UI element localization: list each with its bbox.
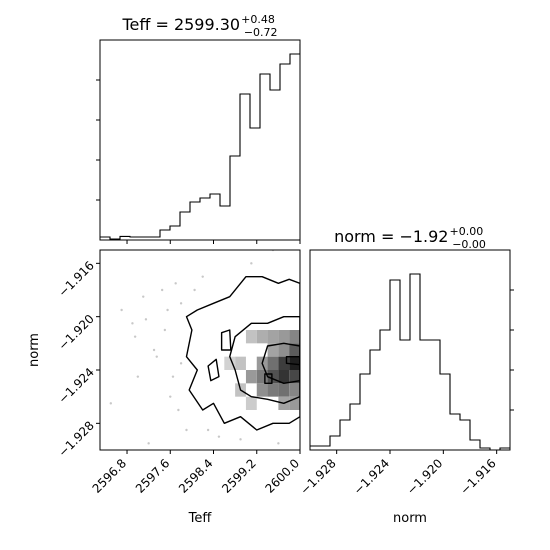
density-cell-16	[235, 356, 246, 370]
teff-histogram-steps	[100, 44, 300, 240]
scatter-point-2	[131, 322, 134, 325]
density-cell-15	[289, 383, 300, 397]
teff-histogram-ticks	[96, 79, 301, 244]
density-cell-0	[267, 343, 279, 357]
norm-ytick-label-3: −1.928	[56, 418, 97, 459]
scatter-point-24	[144, 318, 148, 321]
scatter-point-15	[155, 355, 158, 358]
density-cell-1	[278, 343, 290, 357]
density-cell-7	[256, 370, 268, 384]
teff-norm-2d-plot	[109, 250, 300, 445]
norm-ytick-label-1: −1.920	[56, 312, 97, 353]
scatter-point-7	[174, 282, 177, 285]
scatter-point-22	[239, 438, 242, 441]
scatter-point-13	[201, 275, 204, 278]
density-cell-2	[289, 343, 300, 357]
norm-ytick-label-2: −1.924	[56, 365, 97, 406]
scatter-point-17	[133, 335, 137, 338]
norm-histogram-ticks: −1.928 −1.924 −1.920 −1.916	[297, 289, 514, 498]
density-cell-18	[256, 330, 268, 344]
density-cell-12	[256, 383, 268, 397]
scatter-point-9	[147, 442, 150, 445]
density-cell-20	[278, 330, 290, 344]
teff-norm-2d-panel: 2596.8 2597.6 2598.4 2599.2 2600.0 −1.916 −1.9…	[27, 249, 302, 526]
norm-title-sub: −0.00	[452, 238, 486, 251]
scatter-point-12	[185, 428, 188, 432]
scatter-point-16	[166, 308, 169, 312]
density-cell-26	[245, 396, 257, 410]
teff-title-sub: −0.72	[244, 26, 278, 39]
scatter-point-1	[120, 308, 123, 312]
scatter-point-0	[109, 402, 113, 405]
contour-6	[207, 358, 220, 382]
norm-axis-label-y: norm	[27, 333, 42, 367]
scatter-point-25	[171, 375, 175, 378]
density-cell-4	[267, 356, 279, 370]
teff-xtick-label-2: 2598.4	[176, 456, 216, 496]
scatter-point-4	[152, 348, 156, 352]
norm-title-sup: +0.00	[449, 225, 483, 238]
teff-histogram-panel: Teff = 2599.30+0.48 −0.72	[96, 13, 301, 244]
density-cell-17	[245, 330, 257, 344]
norm-histogram-plot	[310, 273, 510, 450]
scatter-point-3	[142, 295, 145, 298]
density-cell-19	[267, 330, 279, 344]
norm-ytick-label-0: −1.916	[56, 258, 97, 299]
teff-axis-label: Teff	[188, 511, 213, 526]
density-cell-25	[224, 356, 236, 370]
scatter-point-23	[277, 442, 280, 445]
scatter-point-27	[179, 302, 183, 305]
teff-xtick-label-3: 2599.2	[219, 456, 259, 496]
contour-4	[264, 373, 273, 385]
scatter-point-11	[160, 288, 164, 292]
teff-histogram-frame	[99, 39, 301, 241]
norm-hist-xtick-label-1: −1.924	[351, 456, 392, 497]
teff-title-sup: +0.48	[241, 13, 275, 26]
teff-histogram-title: Teff = 2599.30+0.48 −0.72	[121, 13, 277, 39]
norm-title-main: norm = −1.92	[334, 227, 448, 246]
teff-xtick-label-0: 2596.8	[90, 456, 130, 496]
density-cell-21	[289, 330, 300, 344]
scatter-point-20	[250, 262, 253, 265]
teff-xtick-label-1: 2597.6	[133, 456, 173, 496]
scatter-point-10	[179, 362, 183, 365]
density-cell-10	[289, 370, 300, 384]
contour-2	[261, 342, 300, 385]
density-cell-23	[289, 396, 300, 410]
scatter-point-18	[177, 408, 180, 412]
scatter-point-14	[217, 435, 221, 438]
scatter-point-19	[193, 288, 196, 292]
teff-title-main: Teff = 2599.30	[121, 15, 240, 34]
density-cell-8	[267, 370, 279, 384]
norm-histogram-steps	[310, 273, 510, 450]
density-cell-9	[278, 370, 290, 384]
contour-5	[220, 329, 232, 351]
density-cell-6	[289, 356, 300, 370]
teff-norm-2d-frame	[99, 249, 301, 451]
scatter-point-8	[169, 395, 172, 398]
teff-xtick-label-4: 2600.0	[263, 456, 303, 496]
teff-histogram-plot	[100, 44, 300, 240]
contour-1	[229, 315, 300, 405]
norm-hist-xtick-label-3: −1.916	[457, 456, 498, 497]
norm-histogram-title: norm = −1.92+0.00 −0.00	[334, 225, 486, 251]
norm-axis-label-x: norm	[393, 511, 427, 526]
contour-3	[285, 355, 300, 366]
norm-hist-xtick-label-2: −1.920	[404, 456, 445, 497]
scatter-point-6	[163, 328, 167, 332]
contour-0	[185, 275, 300, 431]
norm-hist-xtick-label-0: −1.928	[297, 456, 338, 497]
norm-histogram-frame	[309, 249, 511, 451]
scatter-point-26	[206, 428, 210, 432]
density-cell-13	[267, 383, 279, 397]
density-cell-5	[278, 356, 290, 370]
density-cell-14	[278, 383, 290, 397]
scatter-point-5	[136, 375, 140, 378]
norm-histogram-panel: −1.928 −1.924 −1.920 −1.916 norm = −1.92+0.…	[297, 225, 514, 526]
density-cell-11	[245, 370, 257, 384]
